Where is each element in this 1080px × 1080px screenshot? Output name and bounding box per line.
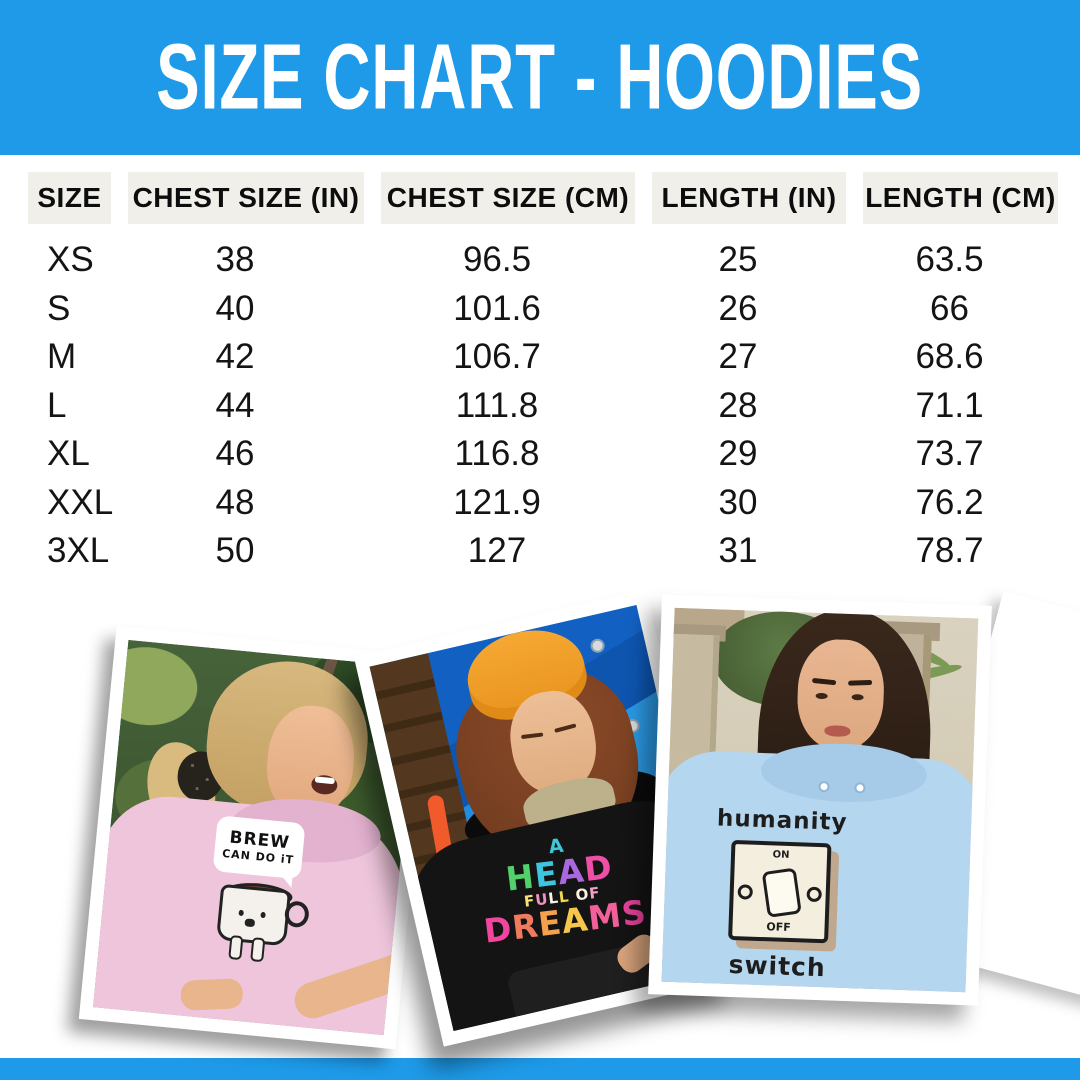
hand [180,978,244,1011]
cartoon-mug [216,883,292,947]
table-row: XL 46 116.8 29 73.7 [28,430,1058,479]
bottom-accent-band [0,1058,1080,1080]
switch-off-label: OFF [766,920,791,935]
size-table: SIZE CHEST SIZE (IN) CHEST SIZE (CM) LEN… [28,172,1058,576]
lips [824,725,851,738]
size-label: XL [47,434,90,474]
col-header-chest-cm: CHEST SIZE (CM) [381,172,635,224]
table-row: M 42 106.7 27 68.6 [28,333,1058,382]
size-label: XS [47,240,94,280]
table-row: S 40 101.6 26 66 [28,285,1058,334]
length-cm-value: 76.2 [915,482,984,522]
table-body: XS 38 96.5 25 63.5 S 40 101.6 26 66 M 42… [28,236,1058,576]
length-cm-value: 78.7 [915,531,984,571]
length-cm-value: 68.6 [915,337,984,377]
screw [737,884,754,900]
switch-on-label: ON [772,849,790,861]
length-cm-value: 66 [930,288,969,328]
table-row: XS 38 96.5 25 63.5 [28,236,1058,285]
col-header-length-cm: LENGTH (CM) [863,172,1058,224]
humanity-switch-graphic: humanity ON OFF switch [684,804,876,983]
title-banner: SIZE CHART - HOODIES [0,0,1080,155]
size-label: L [47,385,67,425]
chest-cm-value: 106.7 [453,337,541,377]
light-blue-hoodie-photo-image: humanity ON OFF switch [661,607,979,993]
table-row: XXL 48 121.9 30 76.2 [28,479,1058,528]
chest-in-value: 50 [215,531,255,571]
length-cm-value: 71.1 [915,385,984,425]
chest-in-value: 46 [215,434,255,474]
length-in-value: 31 [718,531,758,571]
size-label: S [47,288,71,328]
chest-cm-value: 121.9 [453,482,541,522]
chest-in-value: 38 [215,240,255,280]
light-switch-plate: ON OFF [728,839,832,944]
eye [815,692,828,700]
chest-cm-value: 116.8 [454,434,540,474]
speech-bubble-graphic: BREW CAN DO iT [212,815,306,880]
col-header-size: SIZE [28,172,111,224]
switch-toggle [761,867,802,918]
screw [806,886,822,903]
page-title: SIZE CHART - HOODIES [156,25,924,129]
chest-in-value: 40 [215,288,255,328]
size-label: M [47,337,77,377]
chest-cm-value: 101.6 [453,288,541,328]
chest-cm-value: 127 [467,531,527,571]
mug-mouth [244,918,256,928]
print-word-humanity: humanity [716,805,848,836]
chest-in-value: 48 [215,482,255,522]
length-cm-value: 63.5 [915,240,984,280]
mug-leg [250,937,266,963]
chest-in-value: 44 [215,385,255,425]
table-row: 3XL 50 127 31 78.7 [28,527,1058,576]
eye [851,694,864,701]
table-header-row: SIZE CHEST SIZE (IN) CHEST SIZE (CM) LEN… [28,172,1058,224]
chest-in-value: 42 [215,337,255,377]
size-label: XXL [47,482,114,522]
table-row: L 44 111.8 28 71.1 [28,382,1058,431]
length-in-value: 28 [718,385,758,425]
size-label: 3XL [47,531,110,571]
mug-leg [228,935,244,961]
length-in-value: 25 [718,240,758,280]
chest-cm-value: 111.8 [455,385,539,425]
col-header-chest-in: CHEST SIZE (IN) [128,172,364,224]
length-in-value: 27 [718,337,758,377]
chest-cm-value: 96.5 [462,240,532,280]
col-header-length-in: LENGTH (IN) [652,172,846,224]
length-in-value: 30 [718,482,758,522]
length-in-value: 29 [718,434,758,474]
length-cm-value: 73.7 [915,434,984,474]
length-in-value: 26 [718,288,758,328]
light-blue-hoodie-photo: humanity ON OFF switch [648,594,992,1006]
eyebrow [848,679,873,686]
